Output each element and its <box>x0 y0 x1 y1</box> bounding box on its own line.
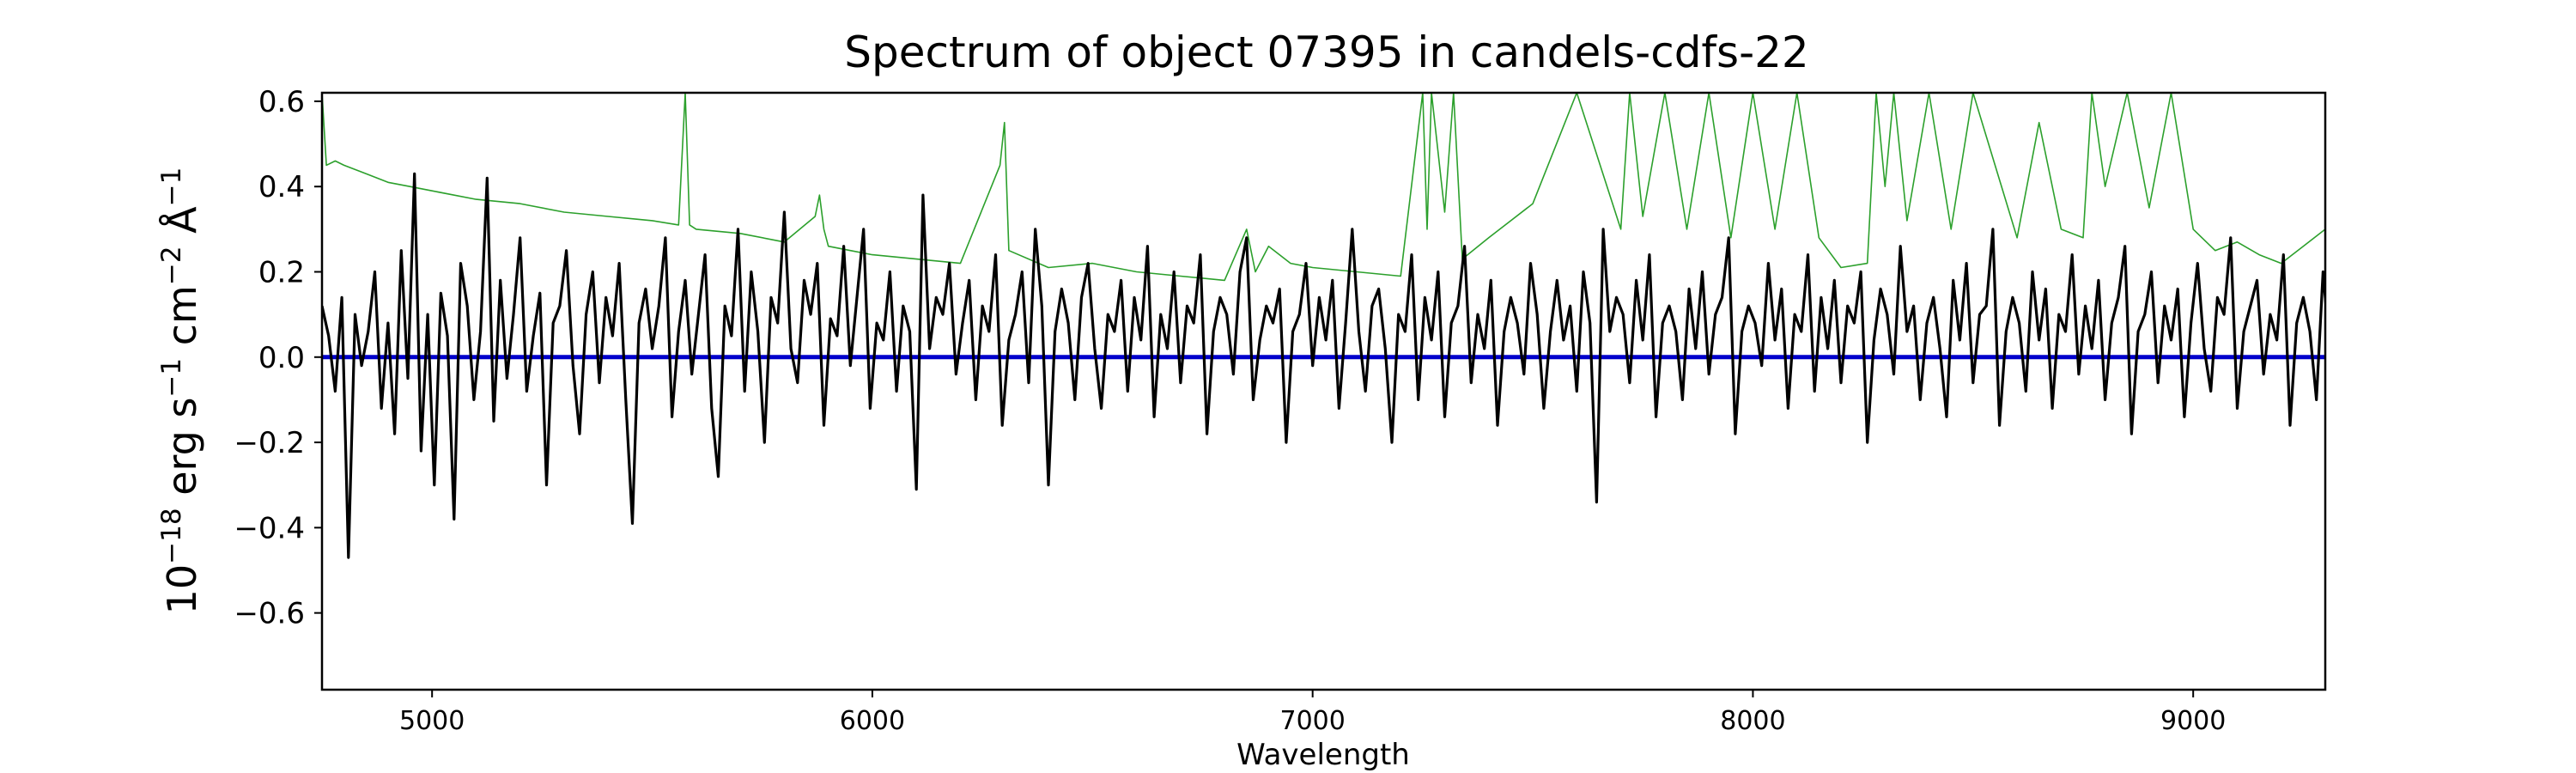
y-axis-ticks: −0.6 −0.4 −0.2 0.0 0.2 0.4 0.6 <box>234 85 322 631</box>
y-label-exp-cm: −2 <box>156 246 187 285</box>
x-tick-label: 7000 <box>1280 706 1346 736</box>
y-label-exp-ang: −1 <box>156 167 187 207</box>
y-label-ang: Å <box>159 206 205 234</box>
series-line-noise <box>322 93 2325 282</box>
y-tick-label: 0.0 <box>258 341 305 375</box>
y-label-cm: cm <box>159 285 205 345</box>
x-tick-label: 5000 <box>399 706 465 736</box>
y-label-erg: erg s <box>159 398 205 496</box>
plot-area <box>320 91 2327 691</box>
x-tick-label: 6000 <box>840 706 905 736</box>
y-tick-label: −0.4 <box>234 511 305 545</box>
y-label-base: 10 <box>159 564 205 615</box>
x-axis-label: Wavelength <box>1236 738 1410 772</box>
plot-frame <box>320 91 2327 691</box>
y-tick-label: −0.2 <box>234 426 305 460</box>
chart-title: Spectrum of object 07395 in candels-cdfs… <box>844 27 1809 77</box>
y-axis-label: 10−18 erg s−1 cm−2 Å−1 <box>156 167 205 615</box>
y-tick-label: 0.2 <box>258 256 305 290</box>
y-label-exp-s: −1 <box>156 358 187 398</box>
y-label-exp-main: −18 <box>156 508 187 563</box>
x-axis-ticks: 5000 6000 7000 8000 9000 <box>399 690 2226 736</box>
y-tick-label: 0.6 <box>258 85 305 119</box>
series-line-flux <box>322 172 2325 559</box>
x-tick-label: 9000 <box>2160 706 2226 736</box>
y-tick-label: −0.6 <box>234 597 305 631</box>
y-tick-label: 0.4 <box>258 170 305 204</box>
x-tick-label: 8000 <box>1720 706 1785 736</box>
